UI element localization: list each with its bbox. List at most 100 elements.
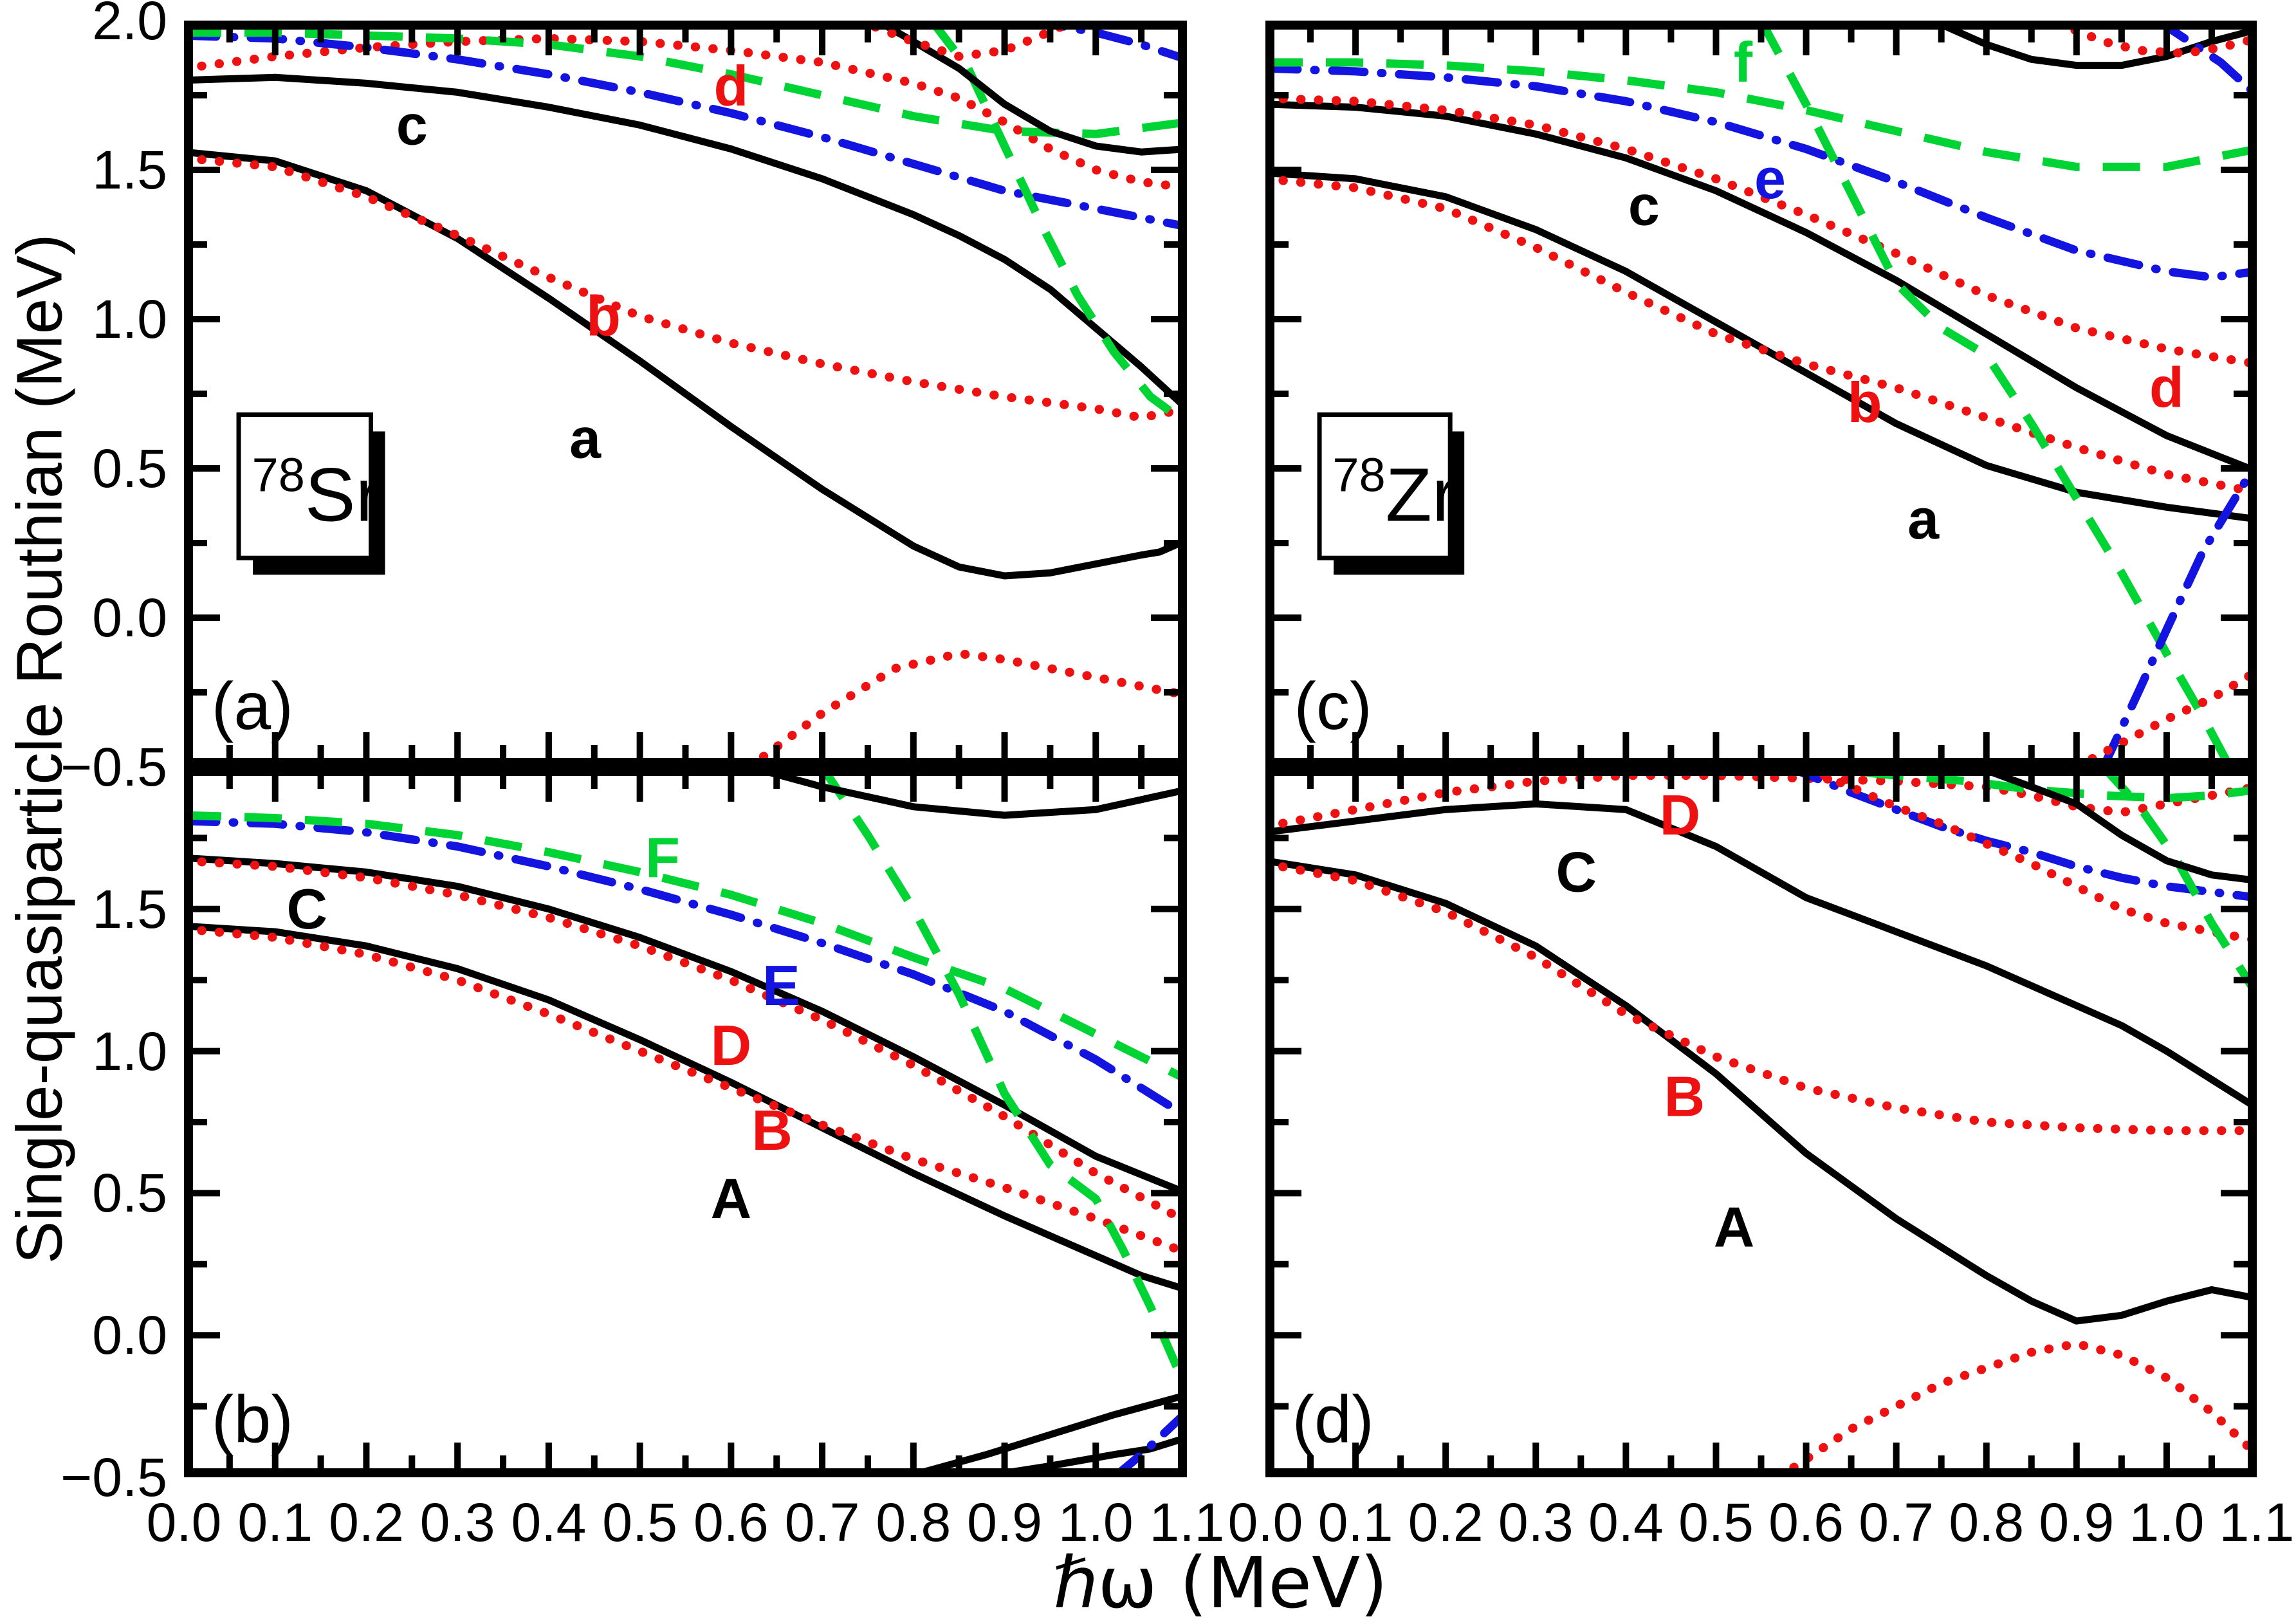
x-tick-label: 0.4	[1588, 1492, 1664, 1553]
series-b-E	[184, 817, 1187, 1121]
y-tick-label: 1.5	[92, 140, 167, 200]
x-tick-label: 1.1	[1149, 1492, 1225, 1553]
series-b-A	[184, 922, 1187, 1293]
curve-label-b-E: E	[762, 954, 800, 1017]
series-d-red-lower	[1774, 1339, 2257, 1477]
curve-label-a-b: b	[586, 284, 621, 347]
panel-tag-b: (b)	[212, 1383, 293, 1457]
x-tick-label: 0.0	[1227, 1492, 1303, 1553]
series-b-F	[184, 811, 1187, 1084]
series-b-blue-rising	[1110, 1407, 1187, 1477]
series-d-green-flat	[1805, 767, 2257, 803]
y-tick-label: 0.5	[92, 1163, 167, 1224]
curves-d	[1265, 767, 2257, 1477]
curve-label-d-A: A	[1714, 1195, 1755, 1259]
x-tick-label: 0.8	[876, 1492, 951, 1553]
curves-a	[184, 21, 1187, 767]
series-a-a	[184, 148, 1187, 580]
x-tick-label: 0.0	[146, 1492, 222, 1553]
x-tick-label: 0.5	[1678, 1492, 1754, 1553]
x-tick-label: 0.5	[602, 1492, 678, 1553]
curve-label-c-f: f	[1734, 30, 1753, 94]
series-b-B	[184, 924, 1187, 1258]
curve-label-a-c: c	[396, 93, 428, 156]
x-tick-label: 0.7	[784, 1492, 860, 1553]
nuclide-box-Zr: 78Zr	[1317, 412, 1465, 575]
series-a-c	[184, 73, 1187, 412]
x-tick-label: 0.9	[967, 1492, 1042, 1553]
curve-label-c-a: a	[1907, 487, 1940, 551]
x-tick-label: 0.9	[2039, 1492, 2115, 1553]
y-tick-label: 0.0	[92, 1305, 167, 1366]
panel-border-a	[184, 21, 1187, 767]
series-c-c	[1265, 100, 2257, 475]
series-d-green-diving	[2100, 767, 2257, 997]
x-tick-label: 0.3	[419, 1492, 495, 1553]
curve-label-d-D: D	[1660, 783, 1701, 847]
curve-label-b-A: A	[711, 1167, 752, 1230]
chart-panel-c: 78Zr (c) ab c d ef	[1265, 21, 2257, 767]
series-b-black-upper	[746, 767, 1187, 819]
panel-border-b	[184, 767, 1187, 1477]
y-tick-label: 0.5	[92, 438, 167, 499]
y-tick-label: 0.0	[92, 587, 167, 648]
curve-label-c-d: d	[2149, 356, 2184, 420]
panel-tag-d: (d)	[1292, 1383, 1374, 1457]
x-tick-label: 0.6	[693, 1492, 769, 1553]
y-tick-label: −0.5	[60, 737, 167, 797]
curve-label-a-d: d	[713, 54, 748, 118]
nuclide-box-frame	[1317, 412, 1453, 560]
x-tick-label: 0.1	[1318, 1492, 1393, 1553]
curve-label-c-c: c	[1628, 174, 1660, 237]
series-c-black-upper	[1929, 21, 2257, 69]
chart-panel-b: (b) AB C DE F	[184, 767, 1187, 1477]
x-tick-label: 1.0	[2129, 1492, 2205, 1553]
series-c-blue-rising	[2099, 458, 2257, 767]
curves-b	[184, 767, 1187, 1477]
x-tick-label: 0.4	[511, 1492, 587, 1553]
y-tick-label: 1.5	[92, 878, 167, 939]
y-tick-label: 2.0	[92, 0, 167, 51]
x-tick-label: 0.7	[1859, 1492, 1934, 1553]
x-tick-label: 0.2	[1408, 1492, 1483, 1553]
series-d-C	[1265, 800, 2257, 1112]
chart-panel-a: 78Sr (a) ab c d	[184, 21, 1187, 767]
curve-label-b-F: F	[645, 826, 680, 889]
series-d-red-desc	[1819, 771, 2257, 945]
series-a-e-partner	[184, 31, 1187, 231]
x-tick-label: 1.1	[2219, 1492, 2295, 1553]
panel-tag-a: (a)	[212, 669, 293, 744]
series-b-D	[184, 856, 1187, 1226]
series-d-A	[1265, 857, 2257, 1325]
panel-border-d	[1265, 767, 2257, 1477]
series-c-f	[1265, 58, 2257, 171]
series-d-blue-desc	[1784, 767, 2257, 902]
x-axis-title: ℏω (MeV)	[1052, 1542, 1388, 1624]
series-a-red-lower	[744, 649, 1187, 767]
series-c-red-lower	[2071, 667, 2257, 767]
nuclide-label: 78Zr	[1332, 448, 1457, 537]
x-tick-label: 0.6	[1768, 1492, 1844, 1553]
curve-label-c-b: b	[1848, 371, 1882, 434]
curve-label-c-e: e	[1754, 147, 1786, 210]
x-tick-label: 0.8	[1949, 1492, 2025, 1553]
y-tick-label: −0.5	[60, 1447, 167, 1508]
curve-label-b-D: D	[711, 1013, 752, 1077]
curve-label-d-C: C	[1556, 840, 1597, 903]
curve-label-a-a: a	[569, 407, 602, 470]
series-c-e	[1265, 64, 2257, 282]
x-tick-label: 0.1	[237, 1492, 313, 1553]
y-tick-label: 1.0	[92, 1020, 167, 1082]
series-c-red-upper	[2053, 21, 2257, 58]
curve-label-b-B: B	[751, 1098, 793, 1162]
x-tick-label: 0.2	[329, 1492, 404, 1553]
nuclide-box-Sr: 78Sr	[236, 412, 385, 575]
nuclide-label: 78Sr	[252, 448, 381, 537]
panel-border-c	[1265, 21, 2257, 767]
panel-tag-c: (c)	[1294, 669, 1372, 744]
curves-c	[1265, 21, 2257, 767]
curve-label-b-C: C	[287, 877, 328, 941]
series-a-d	[184, 33, 1187, 192]
series-c-b	[1265, 174, 2257, 497]
